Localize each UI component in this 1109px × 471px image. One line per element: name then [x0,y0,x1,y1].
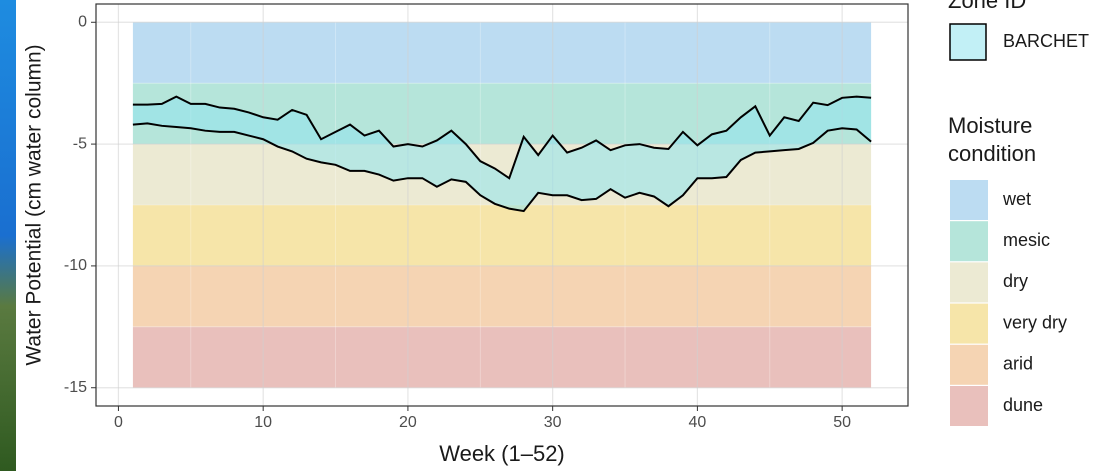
moisture-band [132,22,872,84]
x-tick-label: 0 [114,414,123,431]
legend-key [950,303,988,344]
legend-key [950,180,988,220]
x-tick-label: 30 [544,414,562,431]
y-axis-title: Water Potential (cm water column) [23,44,46,365]
moisture-band [132,326,872,388]
legend-label: dune [1003,395,1043,415]
legend-label: mesic [1003,230,1050,250]
y-tick-label: -15 [64,379,87,396]
ribbon-upper-line [132,95,872,180]
legend-label: BARCHET [1003,31,1089,51]
legend-label: wet [1002,189,1031,209]
x-tick-label: 10 [254,414,272,431]
legend-key [949,23,987,61]
ribbon-lower-line [132,122,872,213]
x-tick-label: 50 [833,414,851,431]
y-tick-label: -10 [64,257,87,274]
legend-title: Moisture condition [948,113,1037,166]
x-tick-label: 40 [689,414,707,431]
legend-label: dry [1003,271,1028,291]
ribbon-area [132,96,872,212]
y-tick-label: 0 [78,13,87,30]
background-strip [0,0,16,471]
legend-key [950,344,988,385]
x-tick-label: 20 [399,414,417,431]
legend-key [950,221,988,262]
panel-border [95,3,909,407]
x-axis-title: Week (1–52) [439,441,565,466]
moisture-band [132,205,872,266]
moisture-band [132,265,872,327]
legend-key [950,386,988,426]
legend-title: Zone ID [948,0,1026,13]
legend-key [950,262,988,303]
legend-label: arid [1003,354,1033,374]
legend-label: very dry [1003,312,1067,332]
y-tick-label: -5 [73,135,87,152]
